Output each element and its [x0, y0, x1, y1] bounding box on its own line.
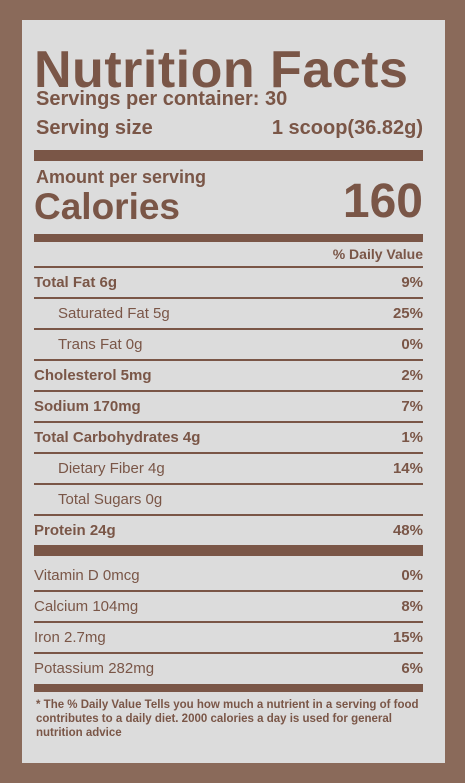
nutrition-facts-panel: Nutrition Facts Servings per container: … [22, 20, 445, 763]
nutrient-row: Total Sugars 0g [34, 485, 423, 513]
nutrient-row: Sodium 170mg 7% [34, 392, 423, 420]
vitamin-name: Iron 2.7mg [34, 628, 106, 646]
medium-divider [34, 234, 423, 242]
calories-value: 160 [342, 175, 423, 228]
nutrient-dv: 9% [401, 273, 423, 291]
nutrient-name: Protein 24g [34, 521, 116, 539]
nutrient-dv: 14% [392, 459, 423, 477]
vitamin-row: Vitamin D 0mcg 0% [34, 561, 423, 589]
nutrient-row: Saturated Fat 5g 25% [34, 299, 423, 327]
vitamin-row: Potassium 282mg 6% [34, 654, 423, 682]
nutrient-name: Sodium 170mg [34, 397, 141, 415]
label-title: Nutrition Facts [34, 41, 409, 99]
nutrient-name: Total Fat 6g [34, 273, 118, 291]
row-divider [34, 266, 423, 268]
nutrient-row: Total Fat 6g 9% [34, 268, 423, 296]
nutrient-name: Dietary Fiber 4g [58, 459, 165, 477]
vitamin-name: Potassium 282mg [34, 659, 155, 677]
vitamin-dv: 6% [401, 659, 423, 677]
nutrient-dv: 2% [401, 366, 423, 384]
nutrient-row: Trans Fat 0g 0% [34, 330, 423, 358]
servings-per-container: Servings per container: 30 [36, 88, 288, 110]
vitamin-row: Iron 2.7mg 15% [34, 623, 423, 651]
row-divider [34, 621, 423, 623]
row-divider [34, 590, 423, 592]
thick-divider [34, 545, 423, 556]
nutrient-dv: 1% [401, 428, 423, 446]
vitamin-dv: 15% [392, 628, 423, 646]
serving-size-value: 1 scoop(36.82g) [271, 117, 423, 139]
row-divider [34, 452, 423, 454]
thick-divider [34, 150, 423, 161]
row-divider [34, 652, 423, 654]
nutrient-row: Cholesterol 5mg 2% [34, 361, 423, 389]
nutrient-dv: 25% [392, 304, 423, 322]
daily-value-header: % Daily Value [332, 246, 423, 262]
row-divider [34, 297, 423, 299]
nutrient-name: Cholesterol 5mg [34, 366, 152, 384]
nutrient-name: Total Carbohydrates 4g [34, 428, 201, 446]
nutrient-dv: 0% [401, 335, 423, 353]
nutrient-row: Total Carbohydrates 4g 1% [34, 423, 423, 451]
nutrient-dv: 48% [392, 521, 423, 539]
serving-size-label: Serving size [36, 117, 153, 139]
nutrient-row: Dietary Fiber 4g 14% [34, 454, 423, 482]
vitamin-name: Calcium 104mg [34, 597, 139, 615]
amount-per-serving: Amount per serving [36, 167, 207, 187]
vitamin-row: Calcium 104mg 8% [34, 592, 423, 620]
nutrient-name: Trans Fat 0g [58, 335, 143, 353]
footnote: * The % Daily Value Tells you how much a… [36, 699, 419, 739]
row-divider [34, 483, 423, 485]
vitamin-dv: 0% [401, 566, 423, 584]
row-divider [34, 421, 423, 423]
row-divider [34, 514, 423, 516]
medium-divider [34, 684, 423, 692]
row-divider [34, 359, 423, 361]
nutrient-row: Protein 24g 48% [34, 516, 423, 544]
vitamin-name: Vitamin D 0mcg [34, 566, 140, 584]
row-divider [34, 390, 423, 392]
nutrient-name: Saturated Fat 5g [58, 304, 170, 322]
nutrient-dv: 7% [401, 397, 423, 415]
row-divider [34, 328, 423, 330]
nutrient-name: Total Sugars 0g [58, 490, 163, 508]
calories-label: Calories [34, 186, 181, 227]
vitamin-dv: 8% [401, 597, 423, 615]
